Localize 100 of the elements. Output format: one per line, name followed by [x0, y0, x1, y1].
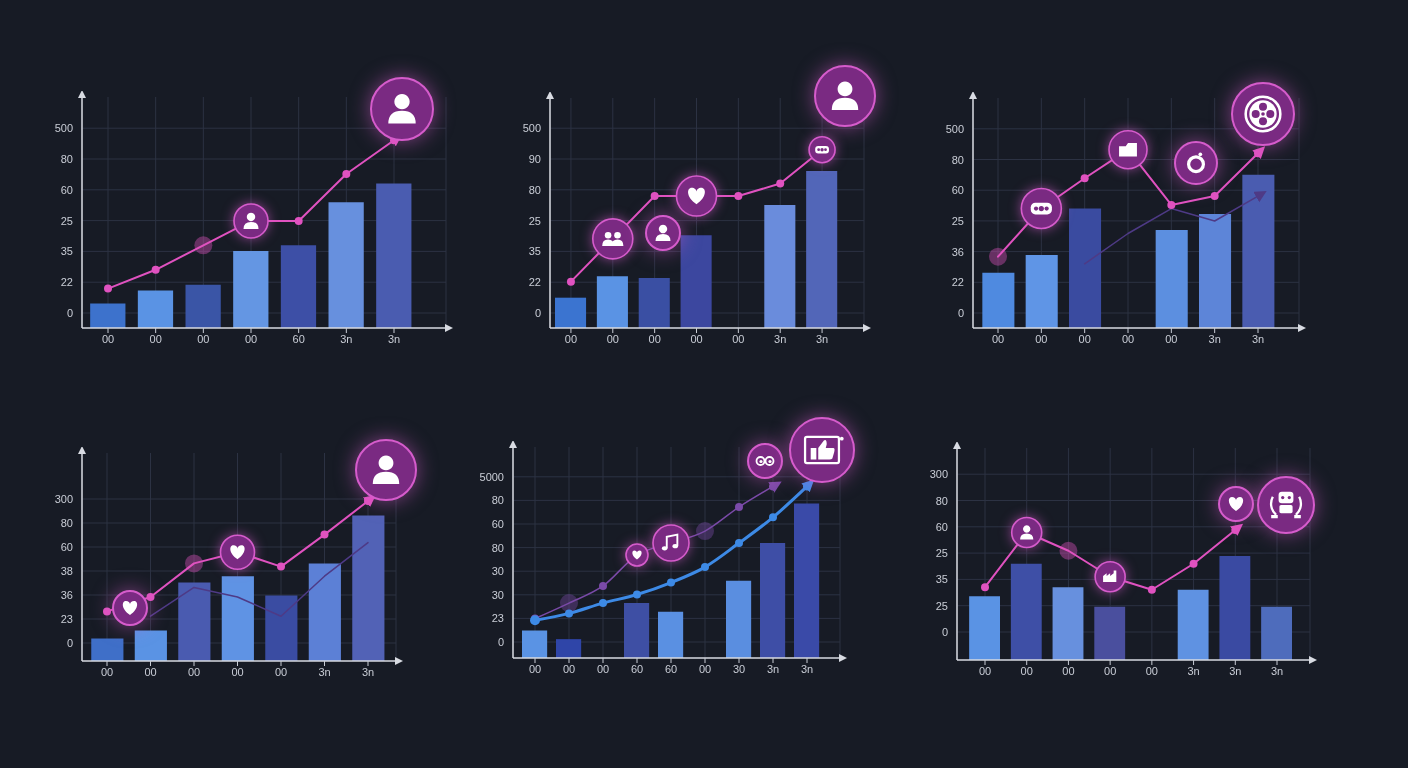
bar [760, 543, 786, 658]
bar [638, 278, 670, 328]
point [696, 522, 714, 541]
x-tick-label: 3n [1229, 664, 1242, 677]
point [320, 530, 329, 539]
bar [280, 245, 317, 328]
x-tick-label: 60 [292, 332, 305, 345]
point [1189, 559, 1198, 568]
text: 23 [60, 613, 73, 625]
bar [555, 297, 587, 328]
bar [1155, 229, 1188, 328]
text: 80 [935, 494, 948, 507]
bar [134, 630, 167, 661]
text: 23 [491, 612, 504, 625]
text: 60 [60, 541, 73, 553]
text: 35 [528, 245, 541, 258]
text: 0 [957, 307, 964, 319]
point [151, 265, 160, 274]
bar [90, 303, 126, 328]
text: 300 [54, 493, 73, 505]
text: 60 [491, 518, 504, 530]
bar [726, 580, 752, 658]
bar [1199, 213, 1232, 328]
point [734, 192, 743, 201]
bar [658, 611, 684, 658]
point [560, 594, 578, 613]
x-tick-label: 00 [197, 332, 210, 345]
x-tick-label: 3n [1270, 664, 1284, 677]
text: 30 [491, 588, 504, 601]
text: 500 [54, 122, 73, 135]
bar [185, 284, 221, 328]
bar [522, 630, 548, 658]
x-tick-label: 00 [1035, 332, 1048, 345]
point [599, 599, 607, 608]
x-tick-label: 00 [1121, 332, 1135, 345]
point [701, 563, 709, 572]
text: 80 [491, 541, 504, 554]
bar [376, 183, 412, 328]
x-tick-label: 00 [562, 662, 576, 675]
bar [233, 251, 269, 328]
x-tick-label: 00 [732, 332, 745, 345]
text: 80 [60, 153, 73, 165]
text: 38 [60, 565, 73, 577]
x-tick-label: 00 [244, 332, 258, 345]
point [769, 513, 777, 522]
x-tick-label: 3n [1187, 664, 1200, 677]
x-tick-label: 00 [991, 332, 1005, 345]
text: 0 [497, 636, 504, 648]
bar [680, 235, 712, 328]
bar [596, 276, 628, 328]
bar [1219, 555, 1251, 660]
point [650, 192, 659, 201]
bar [982, 272, 1015, 328]
text: 0 [941, 626, 948, 638]
bar [265, 595, 298, 661]
text: 0 [66, 637, 73, 649]
bar [221, 576, 254, 661]
x-tick-label: 00 [1145, 664, 1158, 677]
bar [624, 603, 650, 658]
text: 0 [66, 307, 73, 319]
text: 60 [951, 184, 964, 197]
point [633, 590, 641, 599]
point [103, 607, 111, 616]
bar [1069, 208, 1102, 328]
text: 30 [491, 565, 504, 578]
text: 60 [935, 520, 948, 533]
x-tick-label: 3n [766, 662, 780, 675]
x-tick-label: 3n [1208, 332, 1221, 345]
text: 25 [951, 214, 964, 227]
text: 80 [951, 153, 964, 166]
bar [556, 639, 582, 658]
bar [1242, 174, 1275, 328]
point [1167, 200, 1176, 209]
x-tick-label: 00 [606, 332, 619, 345]
bar [1094, 606, 1126, 660]
bar [1025, 254, 1058, 328]
point [294, 216, 303, 225]
x-tick-label: 00 [1165, 332, 1178, 345]
point [146, 593, 155, 601]
x-tick-label: 3n [318, 665, 331, 678]
bar [794, 503, 820, 658]
text: 25 [528, 214, 541, 227]
x-tick-label: 00 [564, 332, 578, 345]
text: 80 [491, 494, 504, 507]
text: 300 [929, 468, 948, 481]
bar [1177, 589, 1209, 660]
x-tick-label: 00 [1062, 664, 1075, 677]
x-tick-label: 00 [274, 665, 288, 678]
point [277, 562, 285, 571]
point [104, 284, 112, 293]
text: 36 [951, 245, 964, 258]
point [735, 539, 743, 548]
x-tick-label: 3n [387, 332, 401, 345]
text: 80 [528, 183, 541, 196]
point [1210, 192, 1219, 201]
text: 5000 [479, 470, 504, 483]
bar [308, 563, 341, 661]
point [667, 578, 675, 587]
point [803, 482, 811, 491]
x-tick-label: 30 [732, 662, 746, 675]
